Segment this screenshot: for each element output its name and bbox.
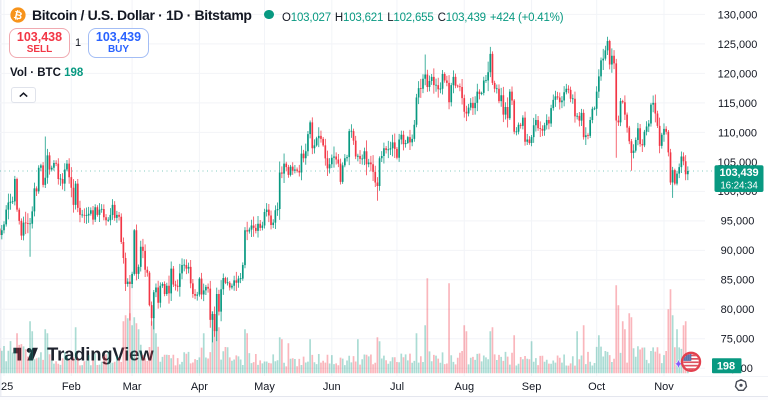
svg-text:95,000: 95,000 xyxy=(721,216,755,228)
svg-text:103,439: 103,439 xyxy=(719,167,758,179)
svg-text:Apr: Apr xyxy=(191,381,208,393)
svg-text:TradingView: TradingView xyxy=(47,344,154,365)
svg-text:120,000: 120,000 xyxy=(718,68,758,80)
svg-text:Jul: Jul xyxy=(390,381,404,393)
svg-text:16:24:34: 16:24:34 xyxy=(720,181,758,192)
svg-text:90,000: 90,000 xyxy=(721,245,755,257)
svg-text:80,000: 80,000 xyxy=(721,304,755,316)
svg-text:Aug: Aug xyxy=(455,381,475,393)
svg-text:Mar: Mar xyxy=(123,381,142,393)
svg-text:Nov: Nov xyxy=(654,381,674,393)
svg-text:130,000: 130,000 xyxy=(718,9,758,21)
svg-text:85,000: 85,000 xyxy=(721,275,755,287)
svg-text:198: 198 xyxy=(717,360,735,372)
svg-text:Jun: Jun xyxy=(323,381,341,393)
svg-text:Sep: Sep xyxy=(522,381,542,393)
svg-text:75,000: 75,000 xyxy=(721,334,755,346)
svg-text:25: 25 xyxy=(1,381,13,393)
svg-text:May: May xyxy=(254,381,275,393)
svg-text:₿: ₿ xyxy=(12,9,23,23)
svg-text:110,000: 110,000 xyxy=(718,127,757,139)
svg-text:125,000: 125,000 xyxy=(718,39,758,51)
svg-text:Oct: Oct xyxy=(588,381,605,393)
svg-text:Feb: Feb xyxy=(62,381,81,393)
svg-text:115,000: 115,000 xyxy=(718,98,757,110)
